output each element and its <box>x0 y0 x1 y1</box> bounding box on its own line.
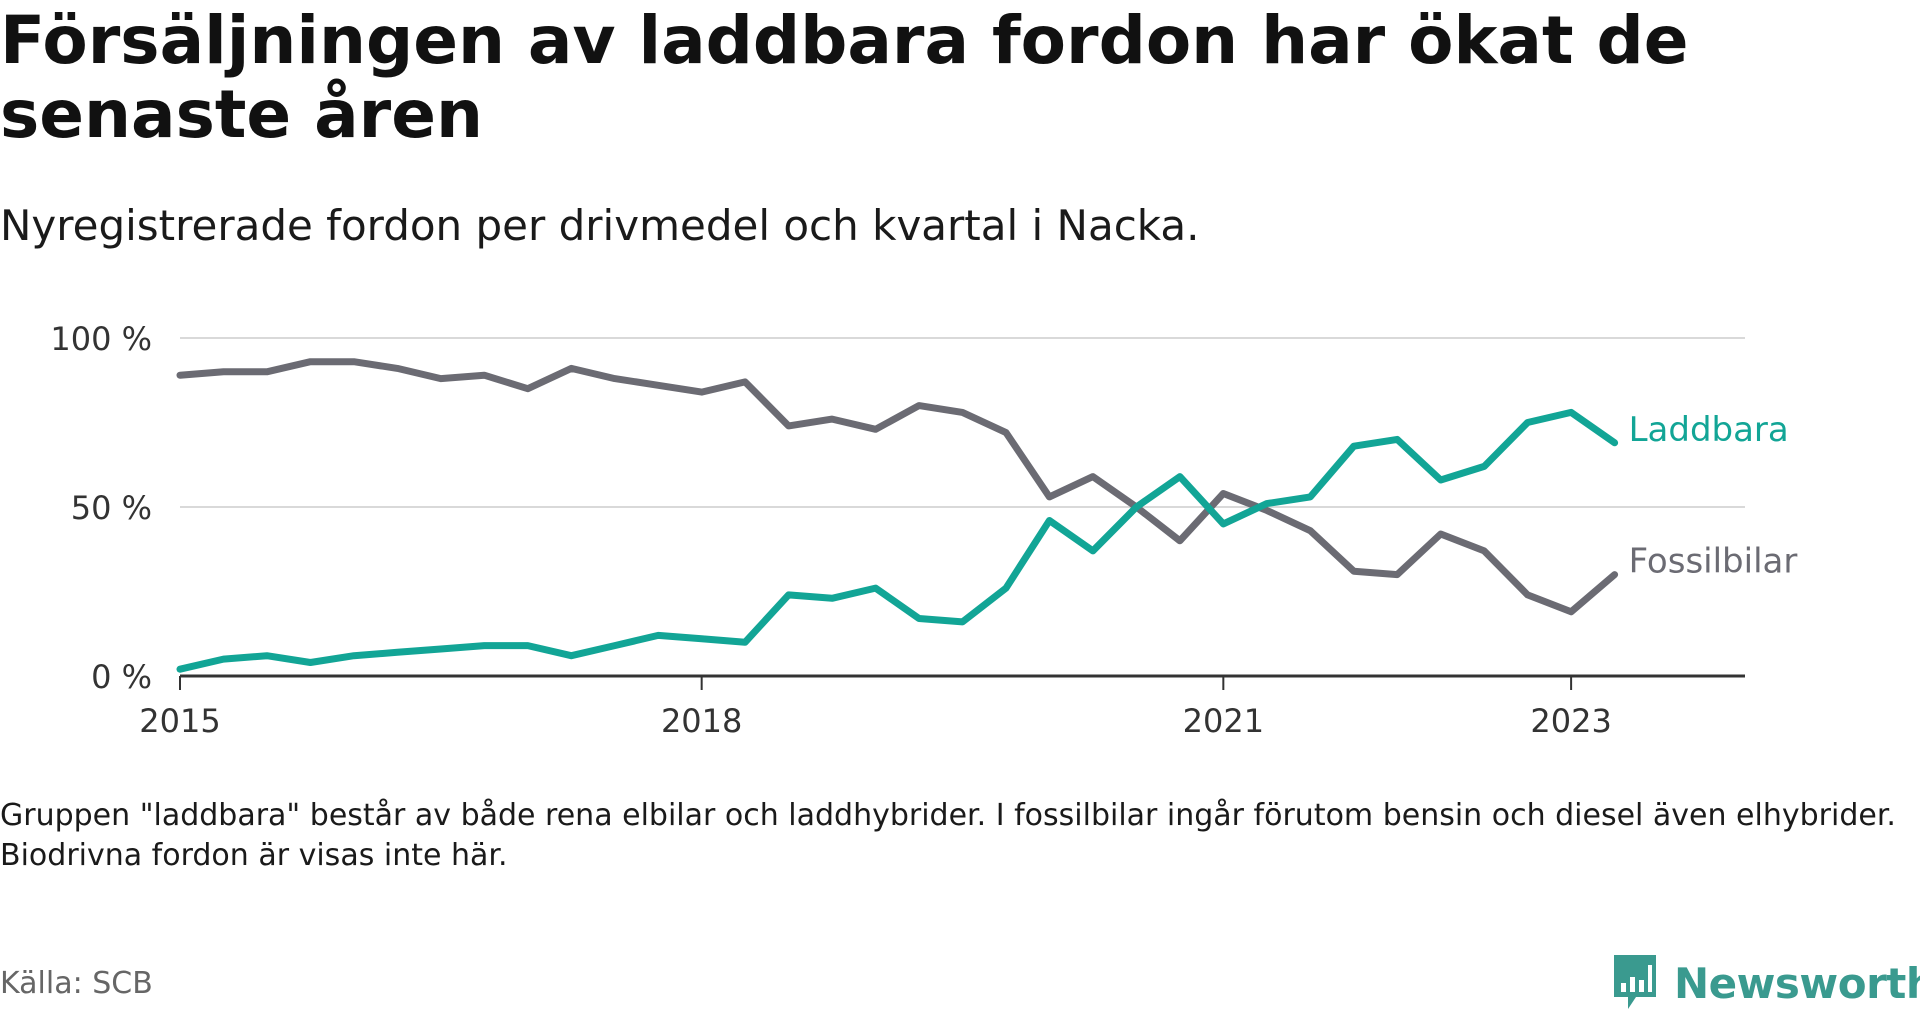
chart-subtitle: Nyregistrerade fordon per drivmedel och … <box>0 201 1200 250</box>
brand-logo: Newsworthy <box>1610 948 1920 1018</box>
series-line-fossilbilar <box>176 358 1619 616</box>
line-chart: 0 % 50 % 100 % 2015 2018 2021 2023 Fossilbilar L… <box>0 300 1920 750</box>
series-label-laddbara: Laddbara <box>1629 410 1789 450</box>
x-tick-label: 2021 <box>1183 702 1264 740</box>
brand-name: Newsworthy <box>1674 958 1920 1008</box>
x-tick-label: 2023 <box>1530 702 1611 740</box>
x-tick-label: 2015 <box>139 702 220 740</box>
series-line-laddbara <box>176 408 1619 673</box>
newsworthy-logo-icon <box>1614 955 1656 1009</box>
series-label-fossilbilar: Fossilbilar <box>1629 542 1798 582</box>
source-label: Källa: SCB <box>0 966 153 1001</box>
y-tick-label: 100 % <box>50 320 152 358</box>
footnote: Gruppen "laddbara" består av både rena e… <box>0 798 1896 873</box>
chart-title: Försäljningen av laddbara fordon har öka… <box>0 2 1689 153</box>
chart-canvas: 0 % 50 % 100 % 2015 2018 2021 2023 Fossilbilar L… <box>50 320 1798 740</box>
x-tick-label: 2018 <box>661 702 742 740</box>
y-tick-label: 0 % <box>91 658 152 696</box>
y-tick-label: 50 % <box>71 489 152 527</box>
